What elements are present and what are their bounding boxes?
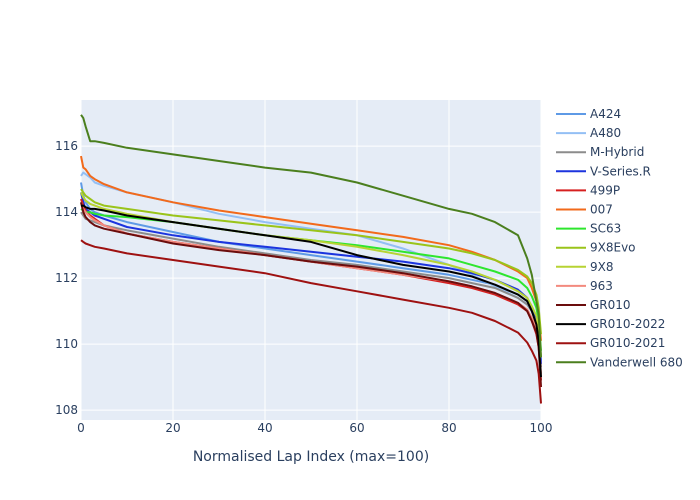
y-tick-label: 114 — [55, 205, 78, 219]
legend-item[interactable]: M-Hybrid — [556, 145, 644, 159]
y-tick-label: 108 — [55, 403, 78, 417]
y-tick-label: 116 — [55, 139, 78, 153]
series-line-gr010-2022 — [81, 204, 542, 378]
series-line-gr010 — [80, 202, 542, 388]
y-axis-ticks: 108 110 112 114 116 — [55, 139, 78, 417]
legend-item[interactable]: SC63 — [556, 222, 621, 236]
legend-item[interactable]: A480 — [556, 126, 621, 140]
legend-label: 499P — [590, 183, 620, 197]
legend-label: A480 — [590, 126, 621, 140]
x-tick-label: 60 — [349, 421, 364, 435]
legend-label: A424 — [590, 107, 621, 121]
legend-item[interactable]: GR010-2022 — [556, 317, 665, 331]
legend-label: V-Series.R — [590, 164, 651, 178]
legend-label: M-Hybrid — [590, 145, 644, 159]
legend-item[interactable]: A424 — [556, 107, 621, 121]
x-tick-label: 40 — [257, 421, 272, 435]
x-tick-label: 20 — [165, 421, 180, 435]
legend-item[interactable]: 963 — [556, 279, 613, 293]
series-line-vanderwell-680 — [80, 114, 542, 358]
x-axis-title: Normalised Lap Index (max=100) — [193, 449, 429, 465]
legend-label: GR010-2022 — [590, 317, 665, 331]
legend-item[interactable]: GR010 — [556, 298, 631, 312]
legend-label: 007 — [590, 203, 613, 217]
x-tick-label: 100 — [530, 421, 553, 435]
legend-label: 963 — [590, 279, 613, 293]
legend-label: Vanderwell 680 — [590, 355, 683, 369]
series-line-007 — [80, 155, 542, 341]
series-line-9x8 — [80, 191, 542, 358]
series-lines — [80, 114, 542, 404]
legend-label: 9X8Evo — [590, 241, 636, 255]
y-tick-label: 110 — [55, 337, 78, 351]
legend-item[interactable]: 499P — [556, 183, 620, 197]
legend-item[interactable]: V-Series.R — [556, 164, 651, 178]
legend-item[interactable]: GR010-2021 — [556, 336, 665, 350]
series-line-gr010-2021 — [80, 239, 542, 404]
y-tick-label: 112 — [55, 271, 78, 285]
legend-label: SC63 — [590, 222, 621, 236]
x-tick-label: 80 — [441, 421, 456, 435]
x-axis-ticks: 0 20 40 60 80 100 — [77, 421, 552, 435]
series-line-9x8evo — [80, 188, 542, 335]
legend-item[interactable]: 007 — [556, 203, 613, 217]
legend-label: GR010 — [590, 298, 631, 312]
x-tick-label: 0 — [77, 421, 85, 435]
legend-item[interactable]: Vanderwell 680 — [556, 355, 683, 369]
legend-label: 9X8 — [590, 260, 614, 274]
legend-label: GR010-2021 — [590, 336, 665, 350]
legend[interactable]: A424 A480 M-Hybrid V-Series.R 499P 007 SC63 9X8… — [556, 107, 683, 369]
legend-item[interactable]: 9X8Evo — [556, 241, 636, 255]
legend-item[interactable]: 9X8 — [556, 260, 614, 274]
